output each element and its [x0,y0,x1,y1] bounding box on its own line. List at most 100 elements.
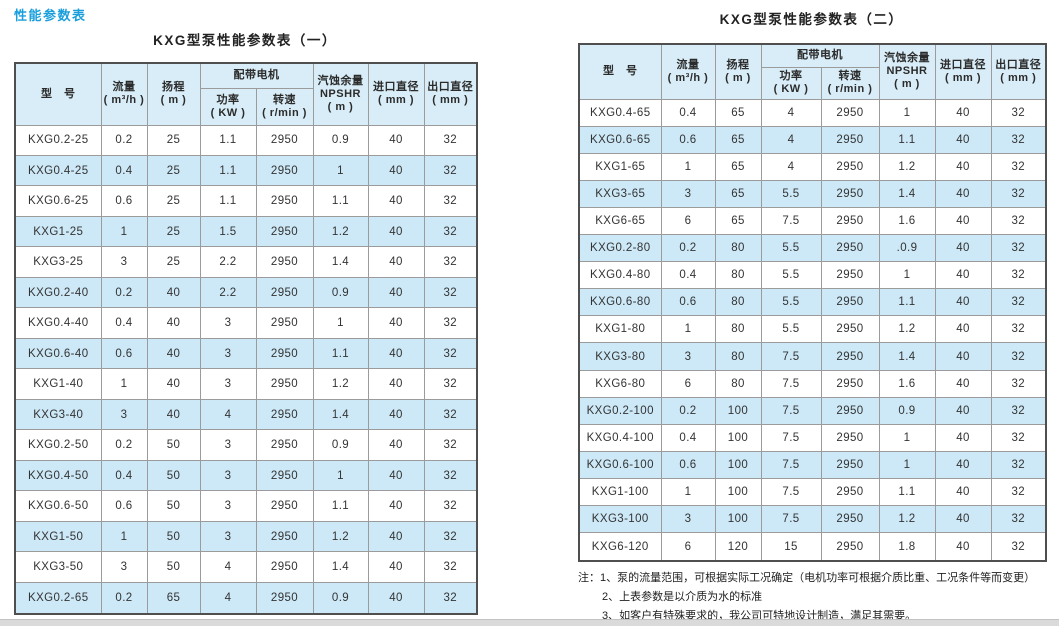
model-cell: KXG0.4-65 [578,98,662,127]
table-row: KXG0.6-100 0.6 100 7.5 2950 1 40 32 [578,450,1047,480]
value-cell: 0.2 [100,124,148,156]
table-row: KXG1-80 1 80 5.5 2950 1.2 40 32 [578,315,1047,344]
value-cell: 1.2 [312,368,369,400]
model-cell: KXG1-80 [578,315,662,344]
table-row: KXG0.6-80 0.6 80 5.5 2950 1.1 40 32 [578,288,1047,317]
value-cell: 32 [990,532,1047,562]
col-header-motor: 配带电机 [760,43,880,68]
model-cell: KXG0.6-25 [14,185,102,217]
value-cell: 1 [100,368,148,400]
table-row: KXG3-50 3 50 4 2950 1.4 40 32 [14,551,478,583]
value-cell: 2950 [820,315,880,344]
speed-label: 转速 [273,93,296,106]
value-cell: 1.4 [312,551,369,583]
value-cell: 1.2 [312,520,369,553]
value-cell: 1.5 [199,215,257,248]
value-cell: 2950 [255,124,314,156]
model-cell: KXG0.2-50 [14,429,102,461]
flow-label: 流量 [112,81,136,94]
col-header-speed: 转速 ( r/min ) [255,87,314,126]
value-cell: 32 [423,246,478,278]
value-cell: 100 [714,505,762,534]
value-cell: 7.5 [760,505,822,534]
value-cell: 1.1 [878,288,936,317]
value-cell: 50 [146,459,201,492]
value-cell: 40 [934,532,992,562]
value-cell: 1.2 [878,315,936,344]
value-cell: 2.2 [199,246,257,278]
value-cell: 0.2 [100,276,148,309]
col-header-outlet: 出口直径 ( mm ) [990,43,1047,100]
value-cell: 1.1 [312,490,369,522]
value-cell: 65 [146,581,201,615]
col-header-model: 型 号 [14,62,102,126]
value-cell: 1 [660,315,716,344]
value-cell: 40 [934,369,992,398]
note-line-2: 2、上表参数是以介质为水的标准 [602,591,763,603]
value-cell: 0.4 [100,154,148,187]
value-cell: 40 [367,551,425,583]
value-cell: 2950 [255,276,314,309]
value-cell: 2950 [255,429,314,461]
value-cell: 3 [660,342,716,371]
value-cell: 32 [423,124,478,156]
value-cell: 0.6 [100,337,148,370]
value-cell: 0.9 [312,124,369,156]
value-cell: 2950 [255,337,314,370]
value-cell: 0.6 [660,125,716,154]
value-cell: 32 [990,478,1047,507]
value-cell: 4 [199,398,257,431]
value-cell: 40 [934,206,992,236]
flow-label: 流量 [676,58,700,71]
value-cell: 32 [423,185,478,217]
value-cell: 32 [423,215,478,248]
value-cell: 65 [714,98,762,127]
value-cell: 2950 [255,215,314,248]
value-cell: 80 [714,342,762,371]
table-row: KXG0.2-50 0.2 50 3 2950 0.9 40 32 [14,429,478,461]
value-cell: 1.1 [199,124,257,156]
table-row: KXG3-80 3 80 7.5 2950 1.4 40 32 [578,342,1047,371]
model-cell: KXG0.6-100 [578,450,662,480]
value-cell: 7.5 [760,396,822,425]
value-cell: 50 [146,490,201,522]
col-header-speed: 转速 ( r/min ) [820,66,880,100]
model-cell: KXG0.2-40 [14,276,102,309]
page-bottom-edge [0,619,1059,626]
value-cell: 40 [146,276,201,309]
value-cell: 40 [934,315,992,344]
table-row: KXG6-65 6 65 7.5 2950 1.6 40 32 [578,206,1047,236]
value-cell: 120 [714,532,762,562]
value-cell: 1 [100,520,148,553]
value-cell: 40 [367,185,425,217]
value-cell: 40 [367,429,425,461]
value-cell: 4 [199,551,257,583]
col-header-flow: 流量 ( m³/h ) [100,62,148,126]
value-cell: 7.5 [760,342,822,371]
value-cell: 15 [760,532,822,562]
npshr-label: 汽蚀余量 [317,74,364,87]
value-cell: 25 [146,124,201,156]
model-cell: KXG6-80 [578,369,662,398]
model-cell: KXG0.4-80 [578,261,662,290]
table2-title: KXG型泵性能参数表（二） [719,12,904,27]
notes: 注：1、泵的流量范围，可根据实际工况确定（电机功率可根据介质比重、工况条件等而变… [578,569,1056,626]
model-cell: KXG0.6-65 [578,125,662,154]
model-cell: KXG0.4-25 [14,154,102,187]
power-label: 功率 [779,70,803,82]
value-cell: 100 [714,450,762,480]
value-cell: 1 [660,152,716,181]
value-cell: 2950 [255,520,314,553]
value-cell: 32 [990,423,1047,452]
value-cell: 1.1 [199,185,257,217]
inlet-unit: ( mm ) [378,94,414,107]
value-cell: 5.5 [760,315,822,344]
value-cell: 80 [714,315,762,344]
value-cell: 32 [423,307,478,339]
value-cell: 1 [312,459,369,492]
value-cell: 32 [990,179,1047,208]
value-cell: 1.4 [878,342,936,371]
table-row: KXG1-50 1 50 3 2950 1.2 40 32 [14,520,478,553]
value-cell: 32 [990,505,1047,534]
